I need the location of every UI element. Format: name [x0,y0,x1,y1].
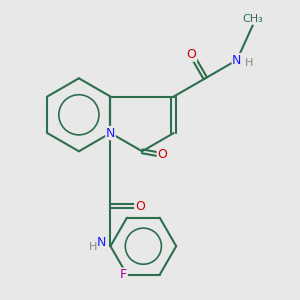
Text: H: H [245,58,253,68]
Text: N: N [106,127,115,140]
Text: N: N [96,236,106,249]
Text: N: N [232,54,242,67]
Text: O: O [135,200,145,212]
Text: O: O [157,148,167,161]
Text: H: H [89,242,97,252]
Text: CH₃: CH₃ [242,14,263,24]
Text: O: O [187,48,196,61]
Text: F: F [120,268,127,281]
